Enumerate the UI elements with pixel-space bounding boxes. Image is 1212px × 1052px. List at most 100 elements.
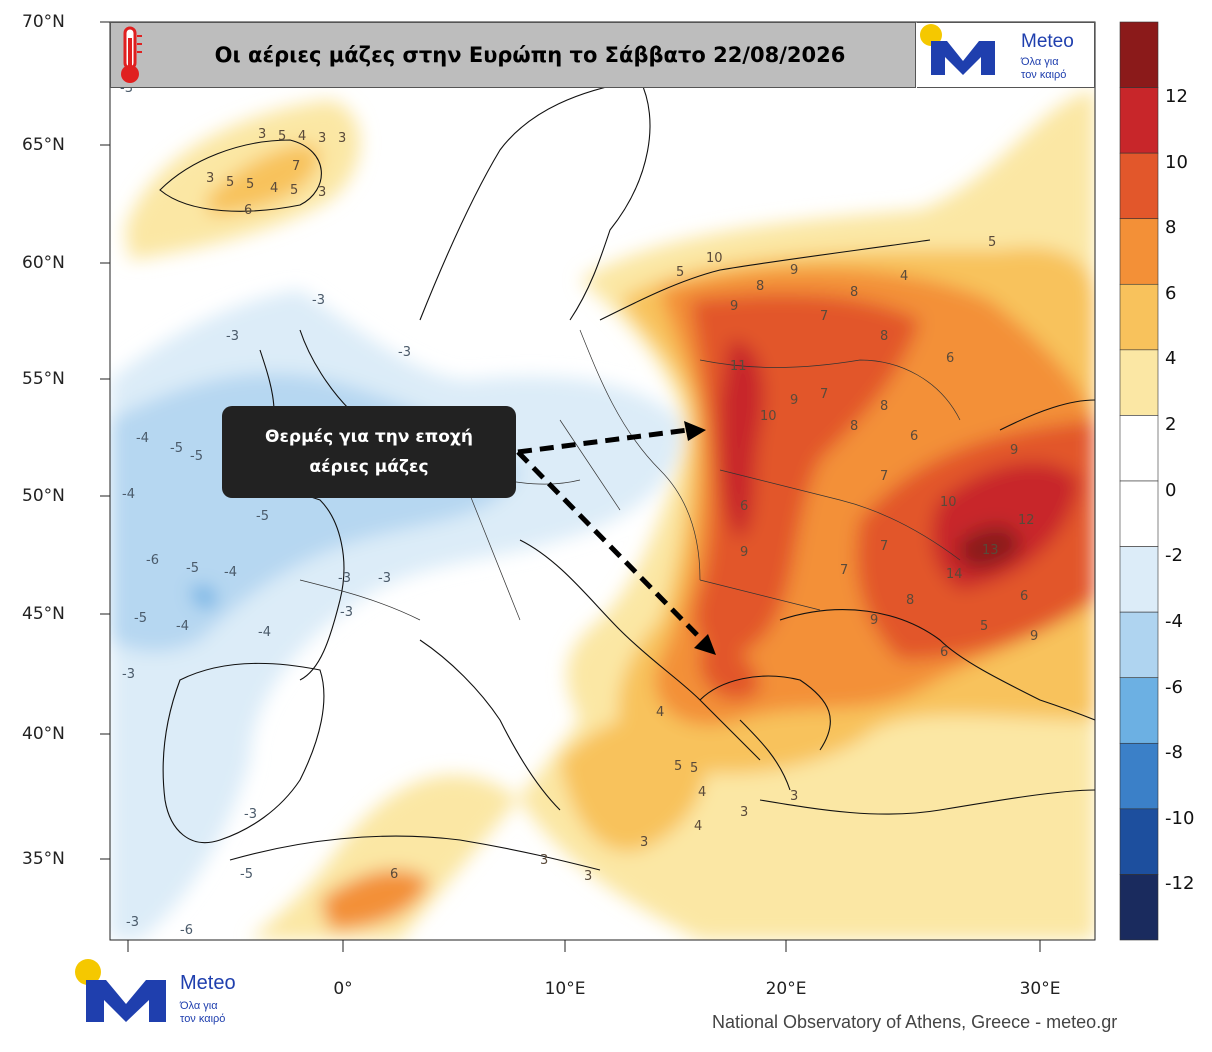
contour-label: -4	[122, 487, 135, 502]
contour-label: -5	[170, 441, 183, 456]
contour-label: 4	[900, 269, 908, 284]
contour-label: -3	[244, 807, 257, 822]
contour-label: -3	[226, 329, 239, 344]
contour-label: 4	[656, 705, 664, 720]
contour-label: 6	[244, 203, 252, 218]
colorbar-label: -10	[1165, 808, 1195, 829]
contour-label: -4	[176, 619, 189, 634]
contour-label: 4	[694, 819, 702, 834]
contour-label: 7	[880, 469, 888, 484]
contour-label: 10	[706, 251, 723, 266]
annotation-box: Θερμές για την εποχή αέριες μάζες	[222, 406, 516, 498]
logo-tagline: τον καιρό	[180, 1013, 226, 1025]
colorbar-swatch	[1119, 87, 1159, 154]
contour-label: 8	[880, 399, 888, 414]
lat-label: 50°N	[22, 486, 65, 506]
lat-label: 55°N	[22, 369, 65, 389]
contour-label: 5	[290, 183, 298, 198]
contour-label: 5	[674, 759, 682, 774]
colorbar-swatch	[1119, 546, 1159, 613]
contour-label: -5	[190, 449, 203, 464]
title-banner	[110, 22, 916, 88]
contour-label: 4	[698, 785, 706, 800]
lat-label: 65°N	[22, 135, 65, 155]
contour-label: 4	[298, 129, 306, 144]
contour-label: -5	[134, 611, 147, 626]
contour-label: 8	[880, 329, 888, 344]
contour-label: 3	[318, 131, 326, 146]
contour-label: -6	[146, 553, 159, 568]
lat-label: 60°N	[22, 253, 65, 273]
contour-label: -3	[340, 605, 353, 620]
contour-label: 11	[730, 359, 747, 374]
colorbar-swatch	[1119, 742, 1159, 810]
contour-label: 3	[338, 131, 346, 146]
contour-label: 10	[760, 409, 777, 424]
contour-label: 9	[1030, 629, 1038, 644]
colorbar-swatch	[1119, 874, 1159, 941]
annotation-line: αέριες μάζες	[309, 457, 429, 477]
contour-label: 3	[740, 805, 748, 820]
contour-label: 8	[756, 279, 764, 294]
contour-label: 6	[390, 867, 398, 882]
contour-label: 3	[584, 869, 592, 884]
contour-label: 8	[906, 593, 914, 608]
contour-label: -6	[180, 923, 193, 938]
contour-label: -5	[240, 867, 253, 882]
lon-label: 0°	[333, 979, 353, 999]
contour-label: -4	[258, 625, 271, 640]
contour-label: -3	[126, 915, 139, 930]
contour-label: -4	[224, 565, 237, 580]
logo-name: Meteo	[180, 972, 236, 994]
contour-label: 7	[840, 563, 848, 578]
lon-label: 10°E	[544, 979, 586, 999]
colorbar-label: 4	[1165, 348, 1177, 369]
colorbar-label: 6	[1165, 283, 1177, 304]
colorbar-label: -4	[1165, 611, 1183, 632]
contour-label: -3	[338, 571, 351, 586]
contour-label: 3	[640, 835, 648, 850]
colorbar-swatch	[1119, 21, 1159, 88]
contour-label: 7	[820, 387, 828, 402]
logo-tagline: Όλα για	[1021, 56, 1059, 68]
colorbar-swatch	[1119, 349, 1159, 416]
contour-label: 7	[292, 159, 300, 174]
meteo-logo-icon	[920, 24, 995, 75]
colorbar-label: 0	[1165, 480, 1177, 501]
contour-label: 5	[278, 129, 286, 144]
contour-label: 5	[980, 619, 988, 634]
lon-label: 20°E	[765, 979, 807, 999]
colorbar-label: -6	[1165, 677, 1183, 698]
contour-label: -3	[312, 293, 325, 308]
contour-label: 9	[740, 545, 748, 560]
contour-label: 14	[946, 567, 963, 582]
logo-name: Meteo	[1021, 31, 1074, 52]
colorbar-label: 8	[1165, 217, 1177, 238]
contour-label: 8	[850, 285, 858, 300]
meteo-logo-bottom: Meteo Όλα για τον καιρό	[70, 958, 270, 1028]
arrowhead-icon	[684, 421, 706, 441]
contour-label: 3	[790, 789, 798, 804]
contour-label: -3	[122, 667, 135, 682]
annotation-arrows	[516, 427, 708, 646]
colorbar-swatch	[1119, 480, 1159, 547]
lat-label: 70°N	[22, 12, 65, 32]
contour-label: 6	[910, 429, 918, 444]
page-title: Οι αέριες μάζες στην Ευρώπη το Σάββατο 2…	[214, 43, 846, 67]
colorbar-swatch	[1119, 415, 1159, 482]
contour-label: 6	[940, 645, 948, 660]
contour-label: 12	[1018, 513, 1035, 528]
contour-label: -5	[256, 509, 269, 524]
meteo-logo-icon	[75, 959, 166, 1022]
logo-tagline: τον καιρό	[1021, 69, 1067, 81]
colorbar-swatch	[1119, 283, 1159, 351]
contour-label: 5	[690, 761, 698, 776]
colorbar-label: 2	[1165, 414, 1177, 435]
colorbar	[1119, 21, 1159, 941]
colorbar-label: -2	[1165, 545, 1183, 566]
contour-label: 3	[258, 127, 266, 142]
contour-label: 3	[540, 853, 548, 868]
contour-label: 9	[790, 263, 798, 278]
arrowhead-icon	[694, 634, 716, 655]
